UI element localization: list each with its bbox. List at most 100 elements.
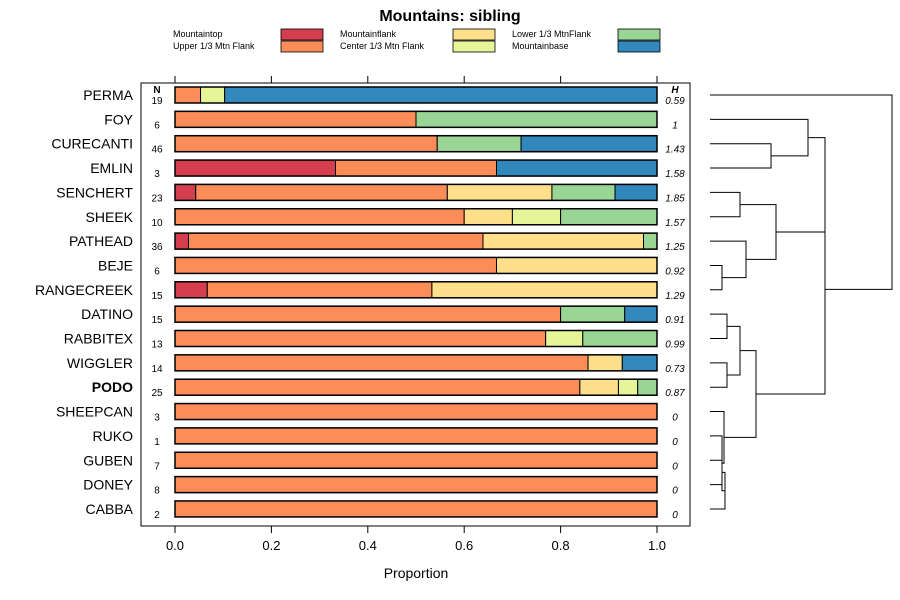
row-n-value: 6: [154, 266, 160, 277]
bar-segment: [174, 135, 438, 153]
legend-label: Mountaintop: [173, 29, 223, 39]
bar-outline: [174, 86, 658, 104]
row-n-value: 15: [151, 315, 163, 326]
dendrogram-link: [710, 471, 726, 510]
bar-segment: [195, 183, 448, 201]
dendrogram-link: [710, 94, 893, 290]
row-h-value: 0: [672, 461, 678, 472]
row-label: SENCHERT: [56, 184, 133, 200]
bar-segment: [187, 232, 484, 250]
row-label: DONEY: [83, 477, 133, 493]
row-h-value: 0.91: [665, 315, 684, 326]
dendrogram-link: [710, 264, 723, 291]
row-label: WIGGLER: [67, 355, 133, 371]
bar-segment: [174, 183, 197, 201]
row-n-value: 19: [151, 96, 163, 107]
bar-outline: [174, 256, 658, 275]
bar-segment: [200, 86, 226, 104]
bar-outline: [174, 208, 658, 226]
bar-segment: [174, 354, 589, 372]
bar-segment: [174, 476, 658, 494]
legend-label: Center 1/3 Mtn Flank: [340, 41, 425, 51]
dendrogram-link: [724, 350, 757, 438]
row-label: SHEEPCAN: [56, 404, 133, 420]
legend-swatch: [452, 40, 496, 53]
row-h-value: 1: [672, 120, 678, 131]
row-h-value: 1.29: [665, 291, 685, 302]
bar-segment: [463, 208, 513, 226]
bar-segment: [495, 256, 658, 274]
legend-label: Mountainbase: [512, 41, 569, 51]
x-tick-label: 0.2: [262, 538, 280, 553]
legend-label: Mountainflank: [340, 29, 397, 39]
bar-segment: [643, 232, 658, 250]
bar-segment: [624, 305, 658, 323]
bar-segment: [174, 208, 465, 226]
row-n-value: 46: [151, 145, 163, 156]
bar-outline: [174, 110, 658, 129]
row-n-value: 1: [154, 437, 160, 448]
row-h-value: 0.59: [665, 96, 685, 107]
row-h-value: 1.57: [665, 218, 685, 229]
bar-segment: [174, 451, 658, 469]
bar-outline: [174, 281, 658, 299]
bar-outline: [174, 378, 658, 396]
dendrogram-link: [740, 204, 777, 260]
bar-segment: [174, 427, 658, 445]
bar-segment: [551, 183, 616, 201]
bar-segment: [174, 110, 417, 128]
bar-outline: [174, 305, 658, 323]
n-column-header: N: [153, 85, 160, 96]
dendrogram-link: [756, 184, 826, 395]
bar-segment: [582, 330, 658, 347]
legend: Mountaintop Upper 1/3 Mtn Flank Mountainfl…: [173, 28, 661, 53]
row-h-value: 0: [672, 510, 678, 521]
row-h-value: 1.85: [665, 193, 685, 204]
bar-outline: [174, 451, 658, 469]
row-h-value: 0: [672, 486, 678, 497]
bar-segment: [560, 208, 658, 226]
row-label: RANGECREEK: [35, 282, 134, 298]
row-n-value: 14: [151, 364, 163, 375]
x-tick-label: 0.4: [359, 538, 377, 553]
row-n-value: 10: [151, 218, 163, 229]
legend-swatch: [452, 28, 496, 41]
dendrogram-link: [776, 137, 826, 233]
bar-segment: [436, 135, 522, 153]
row-h-value: 1.58: [665, 169, 685, 180]
bar-segment: [174, 281, 208, 299]
dendrogram-link: [710, 143, 772, 169]
bar-segment: [174, 403, 658, 421]
bar-segment: [520, 135, 658, 153]
row-label: PODO: [92, 379, 133, 395]
bar-segment: [495, 159, 658, 177]
dendrogram-link: [710, 459, 723, 486]
row-n-value: 8: [154, 486, 160, 497]
row-label: DATINO: [81, 306, 133, 322]
row-n-value: 3: [154, 169, 160, 180]
bar-segment: [174, 305, 562, 323]
row-n-value: 25: [151, 388, 163, 399]
bar-outline: [174, 475, 658, 494]
row-h-value: 1.43: [665, 145, 685, 156]
x-tick-label: 0.8: [552, 538, 570, 553]
bar-segment: [637, 378, 658, 396]
row-n-value: 13: [151, 340, 163, 351]
bar-segment: [174, 378, 581, 396]
bar-segment: [335, 159, 497, 177]
row-label: RABBITEX: [64, 331, 134, 347]
row-label: PATHEAD: [69, 233, 133, 249]
legend-swatch: [280, 40, 324, 53]
legend-label: Upper 1/3 Mtn Flank: [173, 41, 255, 51]
row-h-value: 0.87: [665, 388, 685, 399]
bar-segment: [482, 232, 645, 250]
row-label: GUBEN: [83, 452, 133, 468]
bar-outline: [174, 183, 658, 202]
row-label: SHEEK: [86, 209, 134, 225]
legend-swatch: [280, 28, 324, 41]
dendrogram-link: [710, 362, 728, 388]
bar-segment: [415, 110, 658, 128]
row-h-value: 0: [672, 437, 678, 448]
bar-segment: [174, 159, 337, 177]
